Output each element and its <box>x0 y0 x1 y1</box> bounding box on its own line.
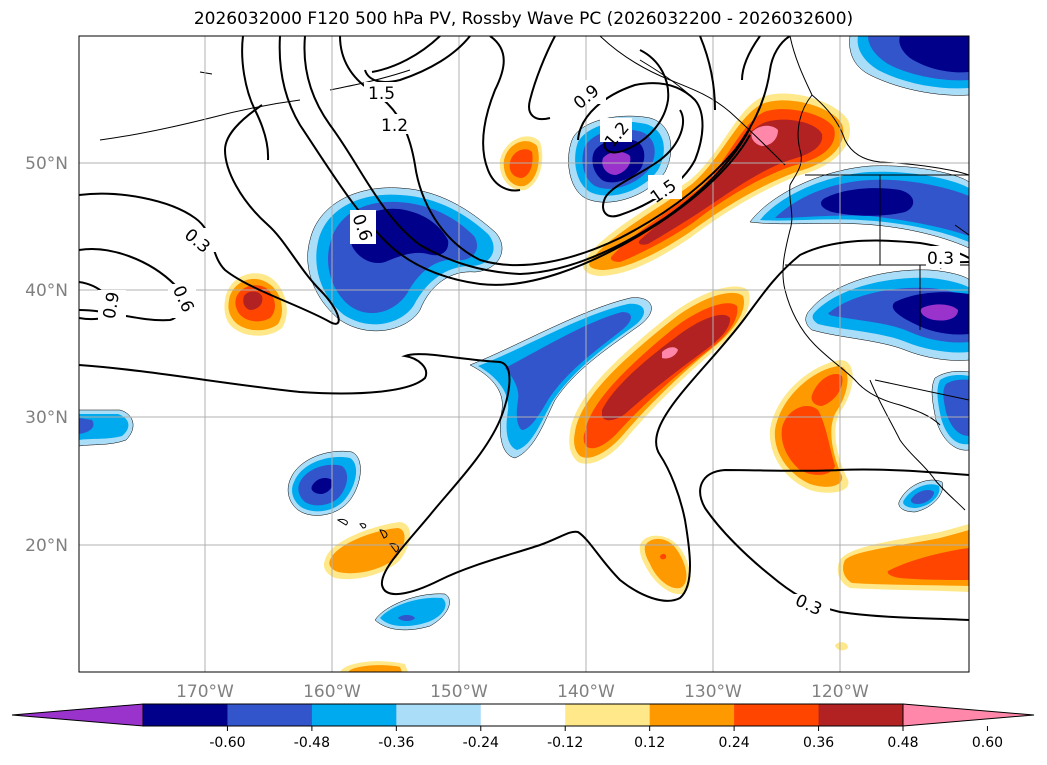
colorbar-cell <box>227 704 313 726</box>
contour-label-1: 1.5 <box>368 84 395 104</box>
anomaly-negative-subtropical-streak <box>469 297 652 459</box>
lon-label-170w: 170°W <box>176 682 234 702</box>
colorbar-outline-right <box>902 703 1035 727</box>
pv-contours <box>79 36 969 621</box>
colorbar-extend-max <box>903 704 1034 726</box>
lon-label-150w: 150°W <box>430 682 488 702</box>
colorbar: -0.60 -0.48 -0.36 -0.24 -0.12 0.12 0.24 0.36 0.4… <box>11 703 1035 751</box>
colorbar-tick-label: -0.12 <box>547 735 583 751</box>
lat-label-20n: 20°N <box>25 536 68 556</box>
colorbar-cell <box>311 704 397 726</box>
colorbar-tick-label: 0.48 <box>887 735 918 751</box>
contour-label-10: 0.3 <box>927 249 954 269</box>
colorbar-ticks: -0.60 -0.48 -0.36 -0.24 -0.12 0.12 0.24 0.36 0.4… <box>209 726 1003 751</box>
anomaly-negative-hawaii-north <box>287 450 361 516</box>
colorbar-tick-label: 0.12 <box>634 735 665 751</box>
contour-labels: 1.5 1.2 0.9 1.2 1.5 0.3 0.6 0.9 0.6 0.3 … <box>98 80 960 620</box>
anomaly-negative-far-west <box>79 409 134 447</box>
anomaly-positive-bottom <box>340 661 408 672</box>
lon-label-140w: 140°W <box>557 682 615 702</box>
colorbar-cell <box>396 704 482 726</box>
colorbar-cell <box>143 704 228 726</box>
colorbar-extend-min <box>12 704 143 726</box>
colorbar-tick-label: -0.60 <box>209 735 245 751</box>
colorbar-cell <box>480 704 566 726</box>
lat-label-50n: 50°N <box>25 154 68 174</box>
colorbar-cells <box>12 704 1034 726</box>
lat-label-30n: 30°N <box>25 408 68 428</box>
anomaly-positive-california <box>769 360 853 493</box>
anomaly-positive-southeast <box>835 524 969 651</box>
contour-label-2: 1.2 <box>381 116 408 136</box>
anomaly-negative-northeast <box>849 36 969 96</box>
anomaly-negative-mexico <box>898 371 969 513</box>
colorbar-tick-label: -0.48 <box>294 735 330 751</box>
colorbar-cell <box>565 704 651 726</box>
anomaly-negative-western-na <box>749 165 969 249</box>
lon-label-130w: 130°W <box>684 682 742 702</box>
anomaly-negative-south <box>374 593 450 631</box>
colorbar-tick-label: 0.60 <box>972 735 1003 751</box>
plot-frame <box>78 35 970 673</box>
colorbar-tick-label: -0.24 <box>463 735 499 751</box>
anomaly-positive-west <box>224 273 287 336</box>
colorbar-tick-label: 0.36 <box>803 735 834 751</box>
lon-label-160w: 160°W <box>303 682 361 702</box>
chart-title: 2026032000 F120 500 hPa PV, Rossby Wave … <box>193 9 854 29</box>
anomaly-negative-great-basin <box>805 269 969 361</box>
colorbar-tick-label: 0.24 <box>719 735 750 751</box>
colorbar-cell <box>818 704 904 726</box>
colorbar-outline <box>142 703 904 727</box>
colorbar-cell <box>649 704 735 726</box>
lat-label-40n: 40°N <box>25 281 68 301</box>
lon-label-120w: 120°W <box>811 682 869 702</box>
longitude-axis: 170°W 160°W 150°W 140°W 130°W 120°W <box>176 682 869 702</box>
colorbar-cell <box>734 704 820 726</box>
contour-label-8: 0.9 <box>100 290 124 320</box>
colorbar-tick-label: -0.36 <box>378 735 414 751</box>
anomaly-positive-south-central <box>639 535 691 595</box>
latitude-axis: 50°N 40°N 30°N 20°N <box>25 154 68 556</box>
